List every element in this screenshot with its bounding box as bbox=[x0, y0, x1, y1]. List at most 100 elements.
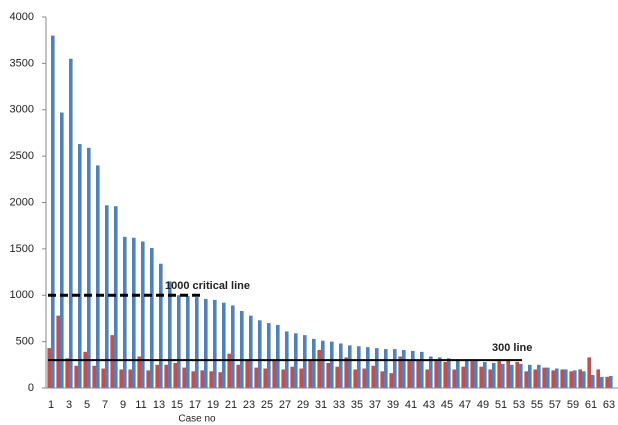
bar bbox=[56, 315, 60, 388]
x-tick-label: 15 bbox=[171, 399, 183, 411]
bar bbox=[83, 351, 87, 388]
bar bbox=[587, 357, 591, 388]
bar bbox=[150, 247, 154, 388]
bar bbox=[380, 371, 384, 388]
y-tick-label: 2500 bbox=[10, 150, 34, 162]
bar bbox=[330, 341, 334, 388]
bar bbox=[506, 360, 510, 388]
y-tick-label: 1000 bbox=[10, 289, 34, 301]
x-axis-label: Case no bbox=[178, 414, 216, 425]
bar bbox=[479, 366, 483, 388]
x-tick-label: 41 bbox=[405, 399, 417, 411]
bar bbox=[434, 361, 438, 388]
bar bbox=[227, 353, 231, 388]
bar bbox=[600, 376, 604, 388]
bar bbox=[186, 296, 190, 388]
bar bbox=[366, 347, 370, 388]
y-tick-label: 3000 bbox=[10, 104, 34, 116]
bar bbox=[182, 367, 186, 388]
x-tick-label: 23 bbox=[243, 399, 255, 411]
bar bbox=[515, 362, 519, 388]
bar bbox=[573, 370, 577, 388]
x-tick-label: 61 bbox=[585, 399, 597, 411]
bar bbox=[474, 361, 478, 388]
x-tick-label: 9 bbox=[120, 399, 126, 411]
x-tick-label: 63 bbox=[603, 399, 615, 411]
x-tick-label: 7 bbox=[102, 399, 108, 411]
bar bbox=[465, 360, 469, 388]
bar bbox=[303, 335, 307, 388]
bar bbox=[258, 320, 262, 388]
bar bbox=[510, 364, 514, 388]
bar bbox=[209, 371, 213, 388]
bar bbox=[524, 371, 528, 388]
bar bbox=[114, 206, 118, 388]
bar bbox=[560, 369, 564, 388]
bar bbox=[200, 370, 204, 388]
bar bbox=[245, 359, 249, 388]
bar bbox=[456, 359, 460, 388]
bar bbox=[65, 358, 69, 388]
bar bbox=[263, 368, 267, 388]
bar bbox=[353, 369, 357, 388]
x-tick-label: 57 bbox=[549, 399, 561, 411]
bar bbox=[533, 369, 537, 388]
bar bbox=[213, 299, 217, 388]
bar bbox=[393, 349, 397, 388]
bar bbox=[159, 263, 163, 388]
bar bbox=[596, 369, 600, 388]
bar bbox=[425, 369, 429, 388]
bar bbox=[47, 348, 51, 388]
y-tick-label: 3500 bbox=[10, 57, 34, 69]
bar bbox=[74, 365, 78, 388]
bar bbox=[101, 368, 105, 388]
bar bbox=[168, 281, 172, 388]
bar bbox=[146, 370, 150, 388]
bar bbox=[119, 369, 123, 388]
bar bbox=[609, 375, 613, 388]
bar bbox=[528, 364, 532, 388]
x-tick-label: 55 bbox=[531, 399, 543, 411]
x-tick-label: 35 bbox=[351, 399, 363, 411]
bar bbox=[384, 349, 388, 388]
bar bbox=[69, 58, 73, 389]
bar bbox=[141, 241, 145, 388]
bar bbox=[110, 335, 114, 388]
x-tick-label: 11 bbox=[135, 399, 146, 411]
x-tick-label: 39 bbox=[387, 399, 399, 411]
bar bbox=[488, 369, 492, 388]
bar bbox=[195, 297, 199, 388]
bar bbox=[218, 372, 222, 388]
bar bbox=[375, 348, 379, 388]
bar bbox=[60, 112, 64, 388]
bar bbox=[254, 367, 258, 388]
bar bbox=[87, 147, 91, 388]
bar bbox=[461, 366, 465, 388]
x-tick-label: 49 bbox=[477, 399, 489, 411]
bar bbox=[276, 324, 280, 388]
bar bbox=[236, 364, 240, 388]
bar bbox=[357, 346, 361, 388]
bar bbox=[222, 302, 226, 388]
bar bbox=[155, 364, 159, 388]
bar bbox=[231, 305, 235, 388]
x-tick-label: 53 bbox=[513, 399, 525, 411]
bar bbox=[411, 350, 415, 388]
bar bbox=[605, 376, 609, 388]
x-tick-label: 25 bbox=[261, 399, 273, 411]
bar bbox=[173, 362, 177, 388]
bar bbox=[452, 369, 456, 388]
bar bbox=[582, 371, 586, 388]
bar bbox=[249, 315, 253, 388]
bar bbox=[128, 369, 132, 388]
bar bbox=[326, 362, 330, 388]
bar bbox=[290, 366, 294, 388]
bar bbox=[137, 356, 141, 388]
y-tick-label: 2000 bbox=[10, 196, 34, 208]
bar bbox=[407, 361, 411, 388]
x-tick-label: 27 bbox=[279, 399, 291, 411]
bar bbox=[546, 367, 550, 388]
bar bbox=[438, 357, 442, 388]
y-tick-label: 1500 bbox=[10, 243, 34, 255]
